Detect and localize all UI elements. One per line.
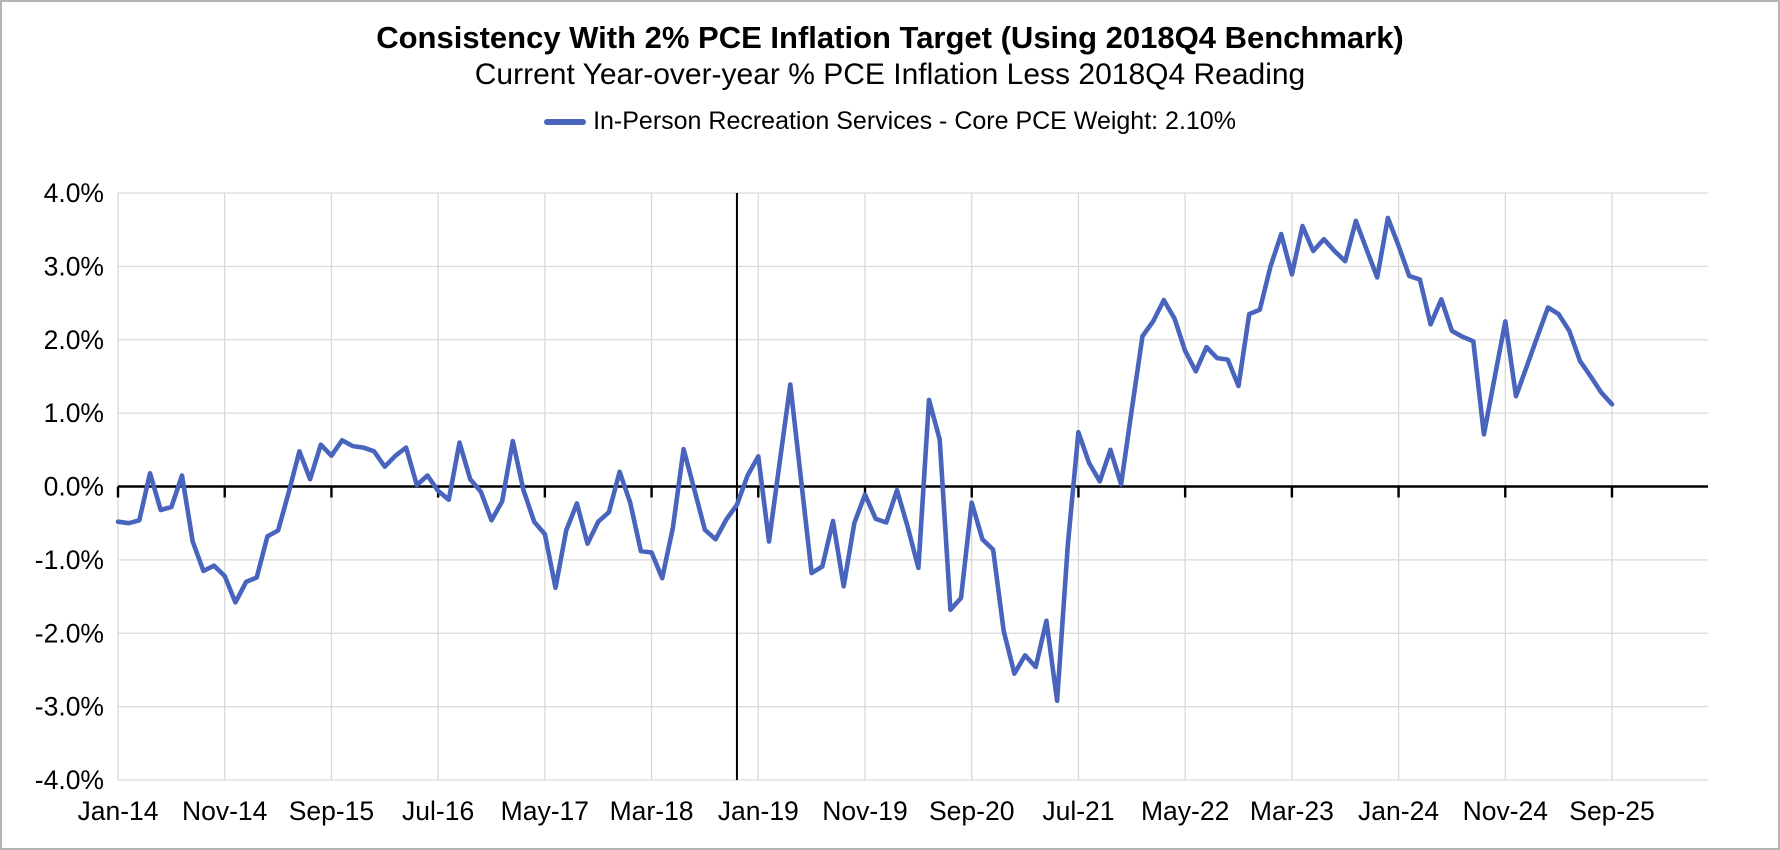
x-axis-label: Jan-19 [718,796,799,826]
x-axis-label: Jan-24 [1358,796,1439,826]
y-axis-label: -3.0% [35,692,104,722]
x-axis-label: Nov-19 [822,796,907,826]
x-axis-label: May-22 [1141,796,1229,826]
x-axis-label: Mar-18 [610,796,694,826]
x-axis-label: Nov-14 [182,796,267,826]
x-axis-label: Jul-16 [402,796,474,826]
x-axis-label: May-17 [501,796,589,826]
y-axis-label: 1.0% [44,398,104,428]
y-axis-label: -4.0% [35,765,104,795]
x-axis-label: Jan-14 [77,796,158,826]
x-axis-label: Jul-21 [1042,796,1114,826]
y-axis-label: 3.0% [44,251,104,281]
x-axis-label: Sep-20 [929,796,1014,826]
x-axis-label: Nov-24 [1463,796,1548,826]
y-axis-label: 0.0% [44,472,104,502]
x-axis-label: Mar-23 [1250,796,1334,826]
y-axis-label: -2.0% [35,618,104,648]
y-axis-label: 2.0% [44,325,104,355]
y-axis-label: -1.0% [35,545,104,575]
data-line [115,215,1615,704]
x-axis-label: Sep-25 [1569,796,1654,826]
y-axis-label: 4.0% [44,178,104,208]
x-axis-label: Sep-15 [289,796,374,826]
